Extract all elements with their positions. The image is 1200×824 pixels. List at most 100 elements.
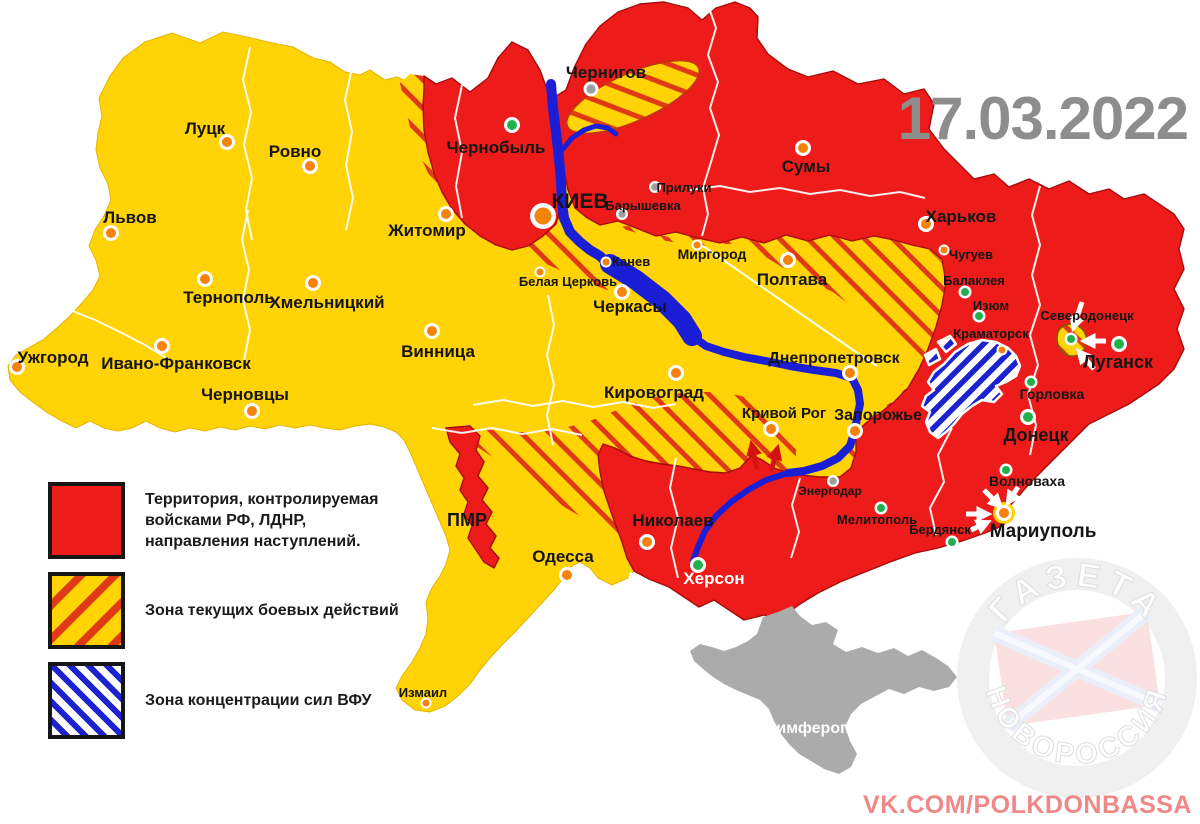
city-label: Бердянск [909,522,971,537]
city-dot [877,504,885,512]
city-label: Донецк [1004,425,1070,445]
city-label: Тернополь [183,288,275,307]
city-label: Ужгород [18,348,89,367]
dnieper-river [546,79,864,564]
city-dot [1027,378,1035,386]
city-label: Запорожье [834,407,922,424]
oblast-borders [69,1,1041,579]
chernihiv-combat-ellipse [565,59,701,135]
city-dot [693,241,701,249]
city-label: Мелитополь [837,512,917,527]
city-dot [999,508,1009,518]
city-dot [308,278,318,288]
city-dot [651,183,659,191]
crimea [690,606,957,774]
attack-arrow [1075,348,1096,371]
city-dot [948,538,956,546]
city-label: Харьков [926,207,997,226]
city-label: Канев [612,254,650,269]
city-dot [222,137,232,147]
city-label: Чернобыль [447,138,546,157]
city-label: Луцк [185,119,226,138]
city-label: ПМР [447,510,487,530]
attack-arrow [1069,301,1085,333]
city-dot [422,699,430,707]
city-label: Львов [103,208,156,227]
city-label: Винница [401,342,475,361]
city-dot [12,362,22,372]
city-dot [427,326,437,336]
city-dot [200,274,210,284]
city-dot [562,570,572,580]
watermark-logo: ГАЗЕТА НОВОРОССИЯ [957,555,1197,798]
city-label: Горловка [1020,386,1085,402]
city-dot [766,424,776,434]
city-label: Измаил [399,685,447,700]
map-date: 17.03.2022 [897,85,1189,152]
city-label: Волноваха [989,473,1065,489]
city-dot [536,268,544,276]
city-dot [961,288,969,296]
city-label: Симферополь [765,720,879,737]
city-dot [534,207,552,225]
city-label: Черновцы [201,385,289,404]
city-dot [1114,339,1124,349]
city-dot [617,287,627,297]
city-dot [829,477,837,485]
city-label: Ровно [269,142,321,161]
city-dot [998,346,1006,354]
legend-item-rf: Территория, контролируемая войсками РФ, … [48,482,400,559]
city-label: Балаклея [943,273,1005,288]
legend-swatch-afu-hatch [48,662,125,739]
city-label: Чугуев [949,247,993,262]
dnipro-buh-estuary [626,572,676,614]
city-label: Миргород [678,246,747,262]
attack-arrow [1005,485,1021,507]
city-label: Энергодар [798,484,861,498]
city-label: Чернигов [566,63,646,82]
attack-arrow [746,439,762,470]
vk-watermark-url: VK.COM/POLKDONBASSA [863,791,1192,819]
legend-label-rf: Территория, контролируемая войсками РФ, … [145,490,379,551]
city-label: Житомир [387,221,466,240]
city-dot [305,161,315,171]
city-label: КИЕВ [551,190,608,213]
city-label: Хмельницкий [269,293,384,312]
city-dot [1002,466,1010,474]
city-label: Сумы [782,157,831,176]
city-label: Краматорск [953,326,1029,341]
city-dot [586,84,596,94]
city-dot [783,255,793,265]
city-dot [940,246,948,254]
city-dot [671,368,681,378]
city-label: Херсон [683,569,744,588]
legend-item-afu: Зона концентрации сил ВФУ [48,662,400,739]
city-label: Северодонецк [1040,308,1134,323]
city-label: Ивано-Франковск [101,354,251,373]
city-dot [441,209,451,219]
city-dot [247,406,257,416]
city-label: Прилуки [656,180,711,195]
city-dot [602,258,610,266]
city-dot [642,537,652,547]
city-label: Кривой Рог [742,405,826,422]
city-dot [975,312,983,320]
city-dot [157,341,167,351]
city-label: Николаев [632,511,713,530]
afu-concentration-zone [920,334,1022,440]
legend-swatch-rf-red [48,482,125,559]
city-dot [1023,412,1033,422]
city-dot [798,143,808,153]
attack-arrow [766,443,783,472]
legend-label-afu: Зона концентрации сил ВФУ [145,691,372,709]
city-dot [618,210,626,218]
city-dot [106,228,116,238]
city-label: Полтава [757,270,828,289]
legend: Территория, контролируемая войсками РФ, … [48,482,400,752]
city-label: Луганск [1083,352,1154,372]
attack-arrows [746,301,1106,535]
city-dot [693,560,703,570]
